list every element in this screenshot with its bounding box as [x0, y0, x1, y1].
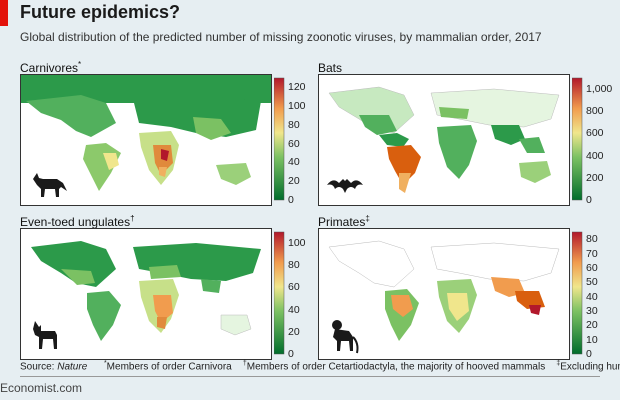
goat-icon: [33, 321, 57, 349]
panel-bats: Bats: [318, 60, 612, 206]
legend-tick-label: 50: [586, 276, 598, 289]
legend-tick-label: 0: [586, 348, 592, 360]
note2-mark: †: [242, 360, 247, 367]
map-bats: [318, 74, 570, 206]
legend-tick-label: 0: [586, 194, 592, 206]
panel-carnivores: Carnivores*: [20, 60, 306, 206]
legend-tick-label: 1,000: [586, 83, 613, 96]
legend-tick-label: 10: [586, 333, 598, 346]
legend-tick-label: 80: [586, 233, 598, 246]
legend-tick-label: 20: [288, 175, 300, 188]
legend-tick-label: 400: [586, 149, 604, 162]
legend-carnivores: 120 100 80 60 40 20 0: [274, 74, 306, 206]
note3-mark: ‡: [556, 360, 561, 367]
legend-tick-label: 40: [288, 303, 300, 316]
legend-tick-label: 20: [288, 325, 300, 338]
note1-text: Members of order Carnivora: [106, 361, 232, 373]
note2-text: Members of order Cetartiodactyla, the ma…: [246, 361, 546, 373]
brand-label: Economist.com: [0, 381, 83, 395]
note1-mark: *: [103, 360, 107, 367]
monkey-icon: [332, 320, 359, 354]
page-title: Future epidemics?: [20, 2, 181, 22]
source-name: Nature: [57, 361, 88, 373]
panel-ungulates: Even-toed ungulates†: [20, 214, 306, 360]
map-ungulates: [20, 228, 272, 360]
legend-tick-label: 0: [288, 194, 294, 206]
legend-tick-label: 80: [288, 259, 300, 272]
source-label: Source:: [20, 361, 55, 373]
panel-title: Even-toed ungulates†: [20, 214, 135, 229]
map-carnivores: [20, 74, 272, 206]
legend-tick-label: 70: [586, 247, 598, 260]
page-subtitle: Global distribution of the predicted num…: [20, 30, 542, 44]
note3-text: Excluding humans: [560, 361, 620, 373]
legend-tick-label: 100: [288, 237, 306, 250]
legend-tick-label: 60: [586, 261, 598, 274]
legend-tick-label: 0: [288, 348, 294, 360]
footer-notes: Source: Nature *Members of order Carnivo…: [20, 360, 620, 372]
bat-icon: [327, 179, 363, 193]
panel-title: Primates‡: [318, 214, 370, 229]
legend-tick-label: 30: [586, 304, 598, 317]
legend-tick-label: 40: [586, 290, 598, 303]
legend-tick-label: 200: [586, 171, 604, 184]
panel-title: Bats: [318, 61, 343, 75]
panel-primates: Primates‡: [318, 214, 600, 360]
legend-tick-label: 120: [288, 81, 306, 94]
legend-tick-label: 20: [586, 319, 598, 332]
legend-tick-label: 800: [586, 105, 604, 118]
legend-ungulates: 100 80 60 40 20 0: [274, 228, 306, 360]
accent-tag: [0, 0, 8, 26]
legend-tick-label: 600: [586, 127, 604, 140]
legend-primates: 80 70 60 50 40 30 20 10 0: [572, 228, 600, 360]
panel-title: Carnivores*: [20, 60, 82, 75]
footer-divider: [20, 376, 600, 377]
legend-tick-label: 60: [288, 281, 300, 294]
legend-tick-label: 40: [288, 156, 300, 169]
legend-tick-label: 100: [288, 100, 306, 113]
fox-icon: [33, 173, 67, 197]
legend-tick-label: 60: [288, 137, 300, 150]
map-primates: [318, 228, 570, 360]
legend-tick-label: 80: [288, 118, 300, 131]
legend-bats: 1,000 800 600 400 200 0: [572, 74, 612, 206]
